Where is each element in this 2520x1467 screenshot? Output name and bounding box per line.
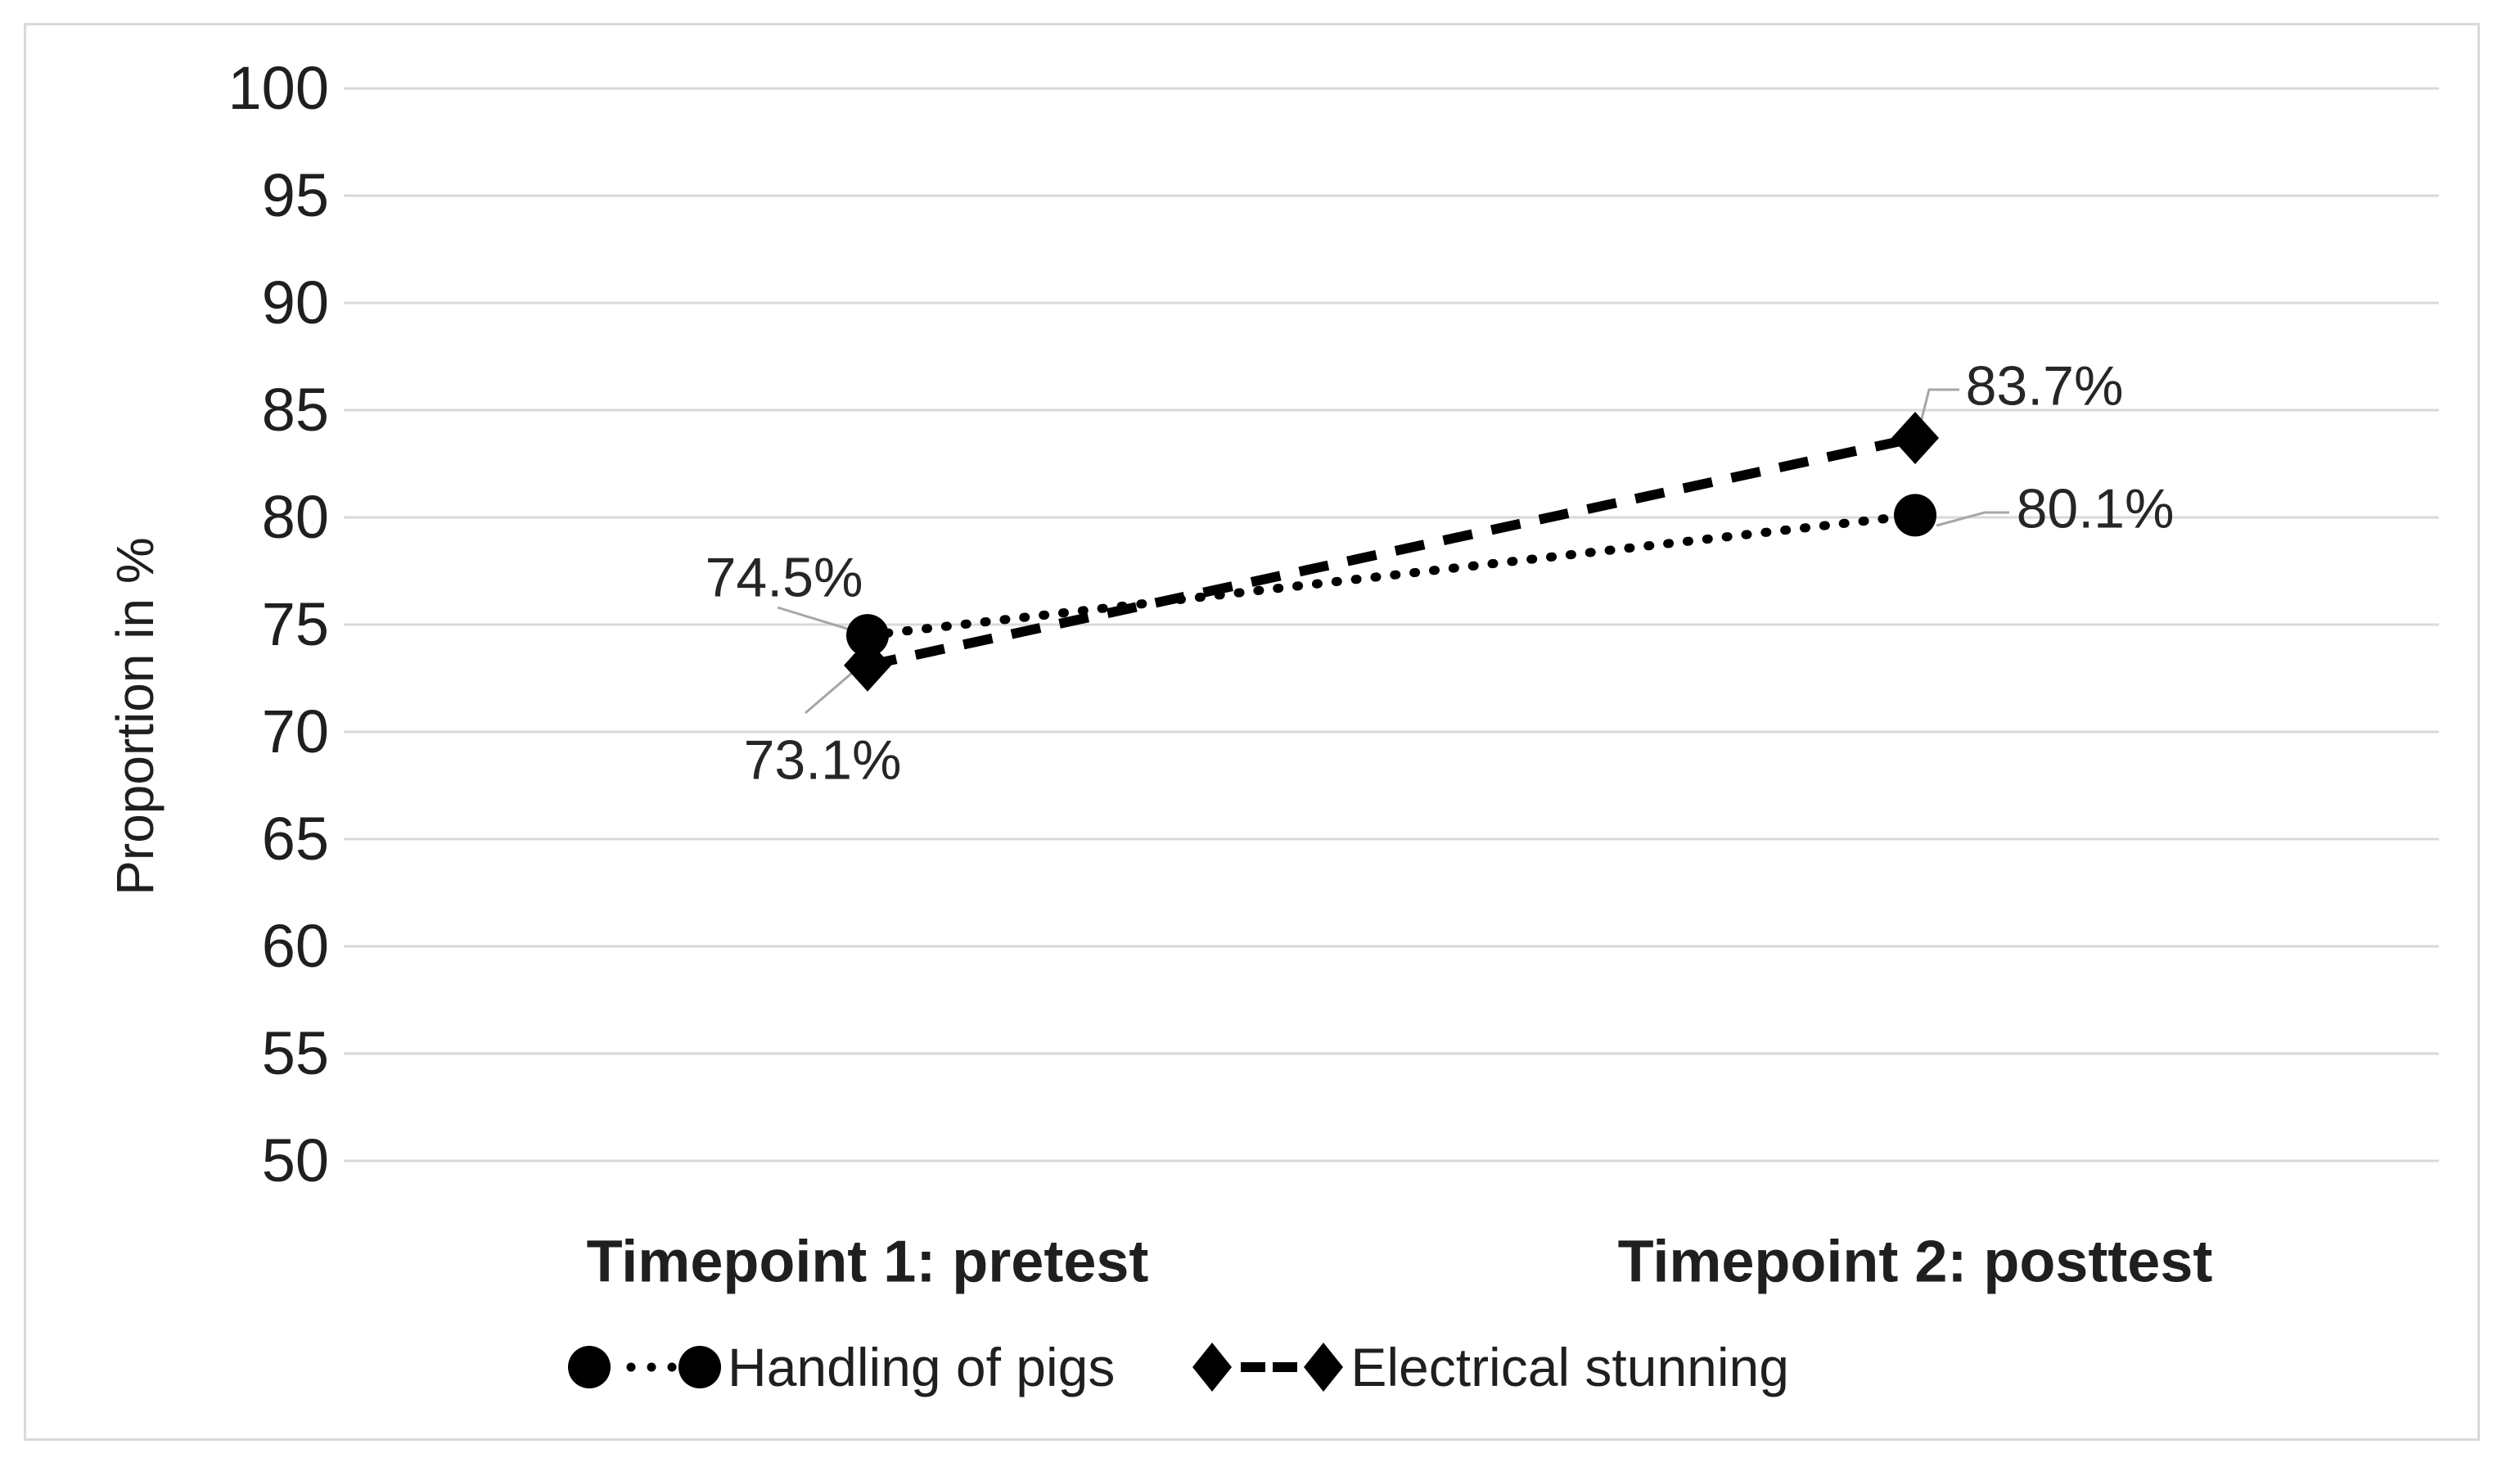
data-point-circle-marker bbox=[846, 614, 889, 657]
y-axis-tick-label: 60 bbox=[261, 912, 329, 980]
legend-marker-shape bbox=[568, 1346, 611, 1388]
legend-label: Electrical stunning bbox=[1350, 1337, 1789, 1397]
legend-marker-shape bbox=[1273, 1362, 1298, 1372]
legend: Handling of pigs Electrical stunning bbox=[0, 1333, 2438, 1402]
y-axis-tick-label: 70 bbox=[261, 697, 329, 765]
series-line-electrical-stunning bbox=[866, 433, 1917, 670]
y-axis-tick-label: 85 bbox=[261, 376, 329, 444]
y-axis-tick-label: 80 bbox=[261, 483, 329, 551]
legend-item-electrical-stunning: Electrical stunning bbox=[1190, 1338, 1789, 1397]
legend-marker-shape bbox=[1241, 1362, 1266, 1372]
y-axis-tick-label: 100 bbox=[228, 54, 329, 122]
legend-marker-shape bbox=[626, 1362, 636, 1372]
data-point-diamond-marker bbox=[1891, 412, 1939, 465]
category-label: Timepoint 2: posttest bbox=[1617, 1229, 2213, 1295]
y-axis-tick-label: 55 bbox=[261, 1019, 329, 1087]
legend-dotted-circle-marker-icon bbox=[568, 1346, 722, 1388]
data-label-leader-line bbox=[777, 606, 859, 634]
data-point-diamond-marker bbox=[844, 639, 891, 692]
data-point-circle-marker bbox=[1894, 494, 1936, 537]
y-axis-tick-label: 90 bbox=[261, 269, 329, 336]
data-label-leader-line bbox=[805, 666, 859, 715]
legend-marker-shape bbox=[647, 1362, 656, 1372]
data-label: 73.1% bbox=[743, 729, 902, 792]
y-axis-tick-label: 75 bbox=[261, 590, 329, 658]
y-axis-tick-label: 95 bbox=[261, 161, 329, 229]
category-label: Timepoint 1: pretest bbox=[586, 1229, 1149, 1295]
data-label: 83.7% bbox=[1965, 354, 2124, 418]
data-label-leader-line bbox=[1936, 511, 2009, 527]
data-label: 74.5% bbox=[705, 546, 863, 609]
legend-marker-shape bbox=[678, 1346, 722, 1388]
y-axis-tick-label: 65 bbox=[261, 805, 329, 873]
legend-dashed-diamond-marker-icon bbox=[1192, 1343, 1344, 1392]
legend-marker-shape bbox=[667, 1362, 677, 1372]
data-label-leader-line bbox=[1917, 388, 1959, 432]
series-line-handling-of-pigs bbox=[863, 510, 1920, 640]
legend-marker-shape bbox=[1192, 1343, 1233, 1392]
legend-item-handling-of-pigs: Handling of pigs bbox=[567, 1338, 1115, 1397]
legend-label: Handling of pigs bbox=[728, 1337, 1116, 1397]
data-label: 80.1% bbox=[2016, 477, 2175, 540]
y-axis-tick-label: 50 bbox=[261, 1126, 329, 1194]
legend-marker-shape bbox=[1304, 1343, 1344, 1392]
